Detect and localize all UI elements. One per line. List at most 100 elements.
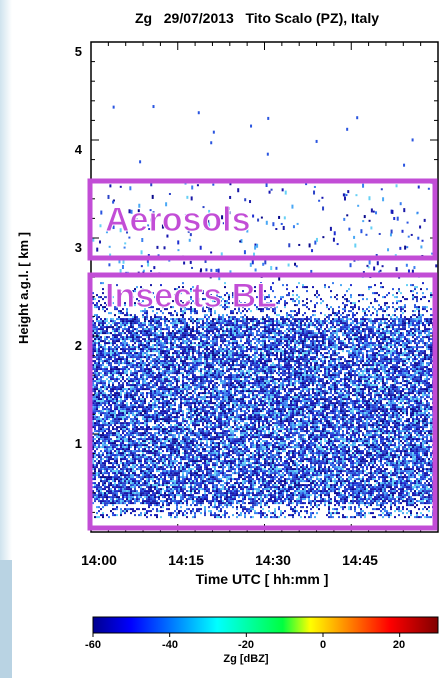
echo-cell: [364, 342, 366, 345]
echo-cell: [184, 320, 186, 323]
echo-cell: [416, 350, 418, 353]
echo-cell: [248, 326, 250, 329]
echo-cell: [264, 298, 266, 301]
echo-cell: [336, 358, 338, 361]
echo-cell: [350, 370, 352, 373]
echo-cell: [290, 346, 292, 349]
echo-cell: [98, 332, 100, 335]
echo-cell: [252, 316, 254, 319]
echo-cell: [92, 340, 94, 343]
echo-cell: [270, 366, 272, 369]
echo-cell: [368, 350, 370, 353]
echo-cell: [116, 370, 118, 373]
echo-cell: [162, 346, 164, 349]
echo-cell: [332, 320, 334, 323]
echo-cell: [110, 332, 112, 335]
echo-cell: [104, 332, 106, 335]
echo-cell: [164, 362, 166, 365]
echo-cell: [398, 300, 400, 303]
echo-cell: [196, 336, 198, 339]
radar-echoes: [92, 105, 438, 519]
echo-cell: [326, 348, 328, 351]
echo-cell: [394, 370, 396, 373]
echo-cell: [156, 316, 158, 319]
echo-cell: [290, 340, 292, 343]
echo-cell: [428, 322, 430, 325]
echo-cell: [110, 348, 112, 351]
echo-cell: [302, 368, 304, 371]
echo-cell: [258, 328, 260, 331]
echo-cell: [422, 374, 424, 377]
echo-cell: [198, 354, 200, 357]
echo-cell: [124, 358, 126, 361]
echo-cell: [322, 364, 324, 367]
echo-cell: [148, 340, 150, 343]
echo-cell: [226, 360, 228, 363]
echo-cell: [404, 336, 406, 339]
echo-cell: [330, 336, 332, 339]
echo-cell: [156, 342, 158, 345]
echo-cell: [278, 324, 280, 327]
echo-cell: [348, 362, 350, 365]
echo-cell: [290, 310, 292, 313]
echo-cell: [144, 308, 146, 311]
echo-cell: [240, 370, 242, 373]
echo-cell: [240, 302, 242, 305]
echo-cell: [126, 322, 128, 325]
echo-cell: [110, 338, 112, 341]
echo-cell: [140, 376, 142, 379]
echo-cell: [400, 358, 402, 361]
echo-cell: [290, 380, 292, 383]
echo-cell: [192, 372, 194, 375]
echo-cell: [92, 302, 94, 305]
echo-cell: [344, 304, 346, 307]
echo-cell: [302, 324, 304, 327]
echo-cell: [280, 356, 282, 359]
echo-cell: [116, 368, 118, 371]
echo-cell: [302, 342, 304, 345]
echo-cell: [182, 286, 184, 289]
echo-cell: [280, 364, 282, 367]
echo-cell: [210, 366, 212, 369]
echo-cell: [308, 362, 310, 365]
echo-cell: [284, 304, 286, 307]
echo-cell: [246, 330, 248, 333]
echo-cell: [350, 372, 352, 375]
echo-cell: [94, 366, 96, 369]
echo-cell: [220, 376, 222, 379]
echo-cell: [224, 376, 226, 379]
echo-cell: [228, 336, 230, 339]
echo-cell: [280, 296, 282, 299]
echo-cell: [282, 378, 284, 381]
echo-cell: [150, 380, 152, 383]
echo-cell: [216, 326, 218, 329]
echo-cell: [274, 380, 276, 383]
echo-cell: [258, 334, 260, 337]
echo-cell: [138, 338, 140, 341]
echo-cell: [374, 344, 376, 347]
echo-cell: [374, 354, 376, 357]
echo-cell: [390, 340, 392, 343]
echo-cell: [214, 350, 216, 353]
echo-cell: [242, 322, 244, 325]
echo-cell: [274, 358, 276, 361]
echo-cell: [372, 366, 374, 369]
echo-cell: [228, 378, 230, 381]
echo-cell: [288, 328, 290, 331]
echo-cell: [346, 320, 348, 323]
echo-cell: [328, 362, 330, 365]
echo-cell: [208, 358, 210, 361]
echo-cell: [396, 380, 398, 383]
echo-cell: [268, 326, 270, 329]
echo-cell: [304, 332, 306, 335]
echo-cell: [172, 344, 174, 347]
echo-cell: [242, 344, 244, 347]
echo-cell: [322, 336, 324, 339]
echo-cell: [428, 340, 430, 343]
echo-cell: [152, 376, 154, 379]
echo-cell: [186, 358, 188, 361]
echo-cell: [294, 346, 296, 349]
echo-cell: [408, 338, 410, 341]
echo-cell: [268, 336, 270, 339]
echo-cell: [122, 344, 124, 347]
